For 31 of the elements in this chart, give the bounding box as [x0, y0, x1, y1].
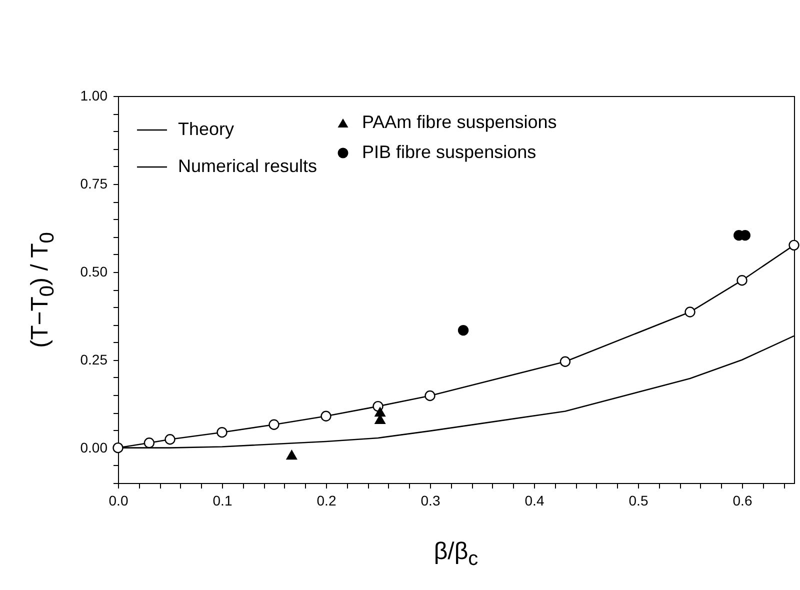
legend-label: Theory	[178, 119, 234, 139]
point	[424, 390, 436, 402]
point	[216, 427, 228, 438]
point	[788, 240, 800, 251]
y-tick-label: 0.25	[80, 351, 108, 368]
legend-label: PIB fibre suspensions	[362, 142, 536, 162]
point	[144, 438, 155, 448]
y-tick-label: 0.50	[80, 263, 108, 280]
x-tick-label: 0.3	[420, 492, 440, 508]
x-tick-label: 0.0	[108, 492, 128, 508]
point	[320, 410, 332, 422]
y-tick-label: 0.75	[80, 175, 108, 192]
y-tick-label: 0.00	[80, 439, 108, 456]
point	[374, 407, 386, 417]
x-tick-label: 0.6	[732, 492, 752, 508]
point	[164, 434, 176, 445]
point	[268, 419, 280, 430]
legend-label: PAAm fibre suspensions	[362, 112, 557, 132]
legend-label: Numerical results	[178, 156, 318, 176]
x-tick-label: 0.2	[316, 492, 336, 508]
point	[560, 356, 571, 367]
y-tick-label: 1.00	[80, 88, 108, 104]
point	[112, 442, 124, 454]
point	[458, 324, 469, 336]
x-tick-label: 0.1	[212, 492, 232, 508]
point	[286, 450, 298, 460]
x-tick-label: 0.5	[628, 492, 648, 508]
x-axis-title: β/β$_{c}$	[432, 538, 480, 571]
point	[684, 306, 696, 318]
point	[736, 275, 748, 286]
x-tick-label: 0.4	[524, 492, 544, 508]
